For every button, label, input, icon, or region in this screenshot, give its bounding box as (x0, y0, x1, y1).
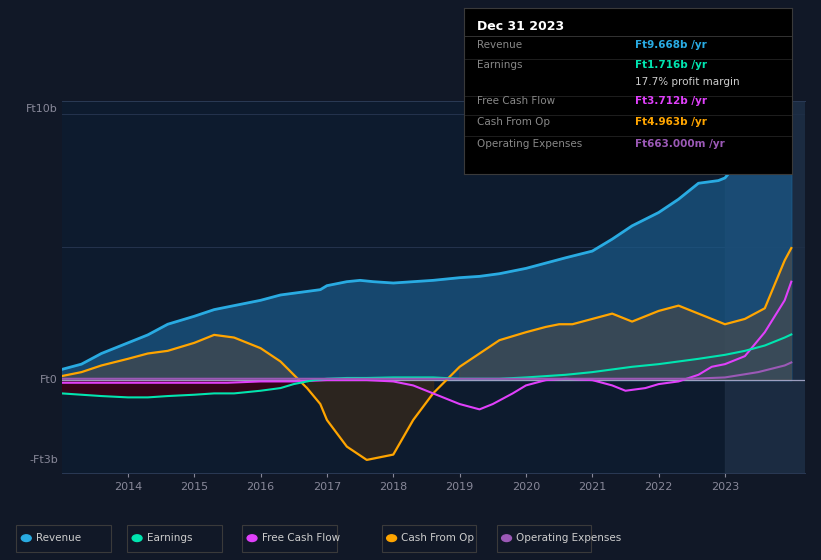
Text: Earnings: Earnings (477, 59, 522, 69)
Text: Ft10b: Ft10b (26, 104, 57, 114)
Text: Ft3.712b /yr: Ft3.712b /yr (635, 96, 707, 106)
Text: Revenue: Revenue (36, 533, 81, 543)
Text: 17.7% profit margin: 17.7% profit margin (635, 77, 739, 87)
Text: Ft0: Ft0 (40, 375, 57, 385)
Text: Ft1.716b /yr: Ft1.716b /yr (635, 59, 707, 69)
Text: Dec 31 2023: Dec 31 2023 (477, 20, 564, 33)
Text: Revenue: Revenue (477, 40, 522, 50)
Bar (725, 101, 805, 473)
Text: Operating Expenses: Operating Expenses (477, 139, 582, 149)
Text: Free Cash Flow: Free Cash Flow (477, 96, 555, 106)
Text: Free Cash Flow: Free Cash Flow (262, 533, 340, 543)
Text: Ft9.668b /yr: Ft9.668b /yr (635, 40, 706, 50)
Text: Cash From Op: Cash From Op (401, 533, 475, 543)
Text: Operating Expenses: Operating Expenses (516, 533, 621, 543)
Text: -Ft3b: -Ft3b (29, 455, 57, 465)
Text: Cash From Op: Cash From Op (477, 118, 550, 127)
Text: Earnings: Earnings (147, 533, 192, 543)
Text: Ft663.000m /yr: Ft663.000m /yr (635, 139, 724, 149)
Text: Ft4.963b /yr: Ft4.963b /yr (635, 118, 707, 127)
